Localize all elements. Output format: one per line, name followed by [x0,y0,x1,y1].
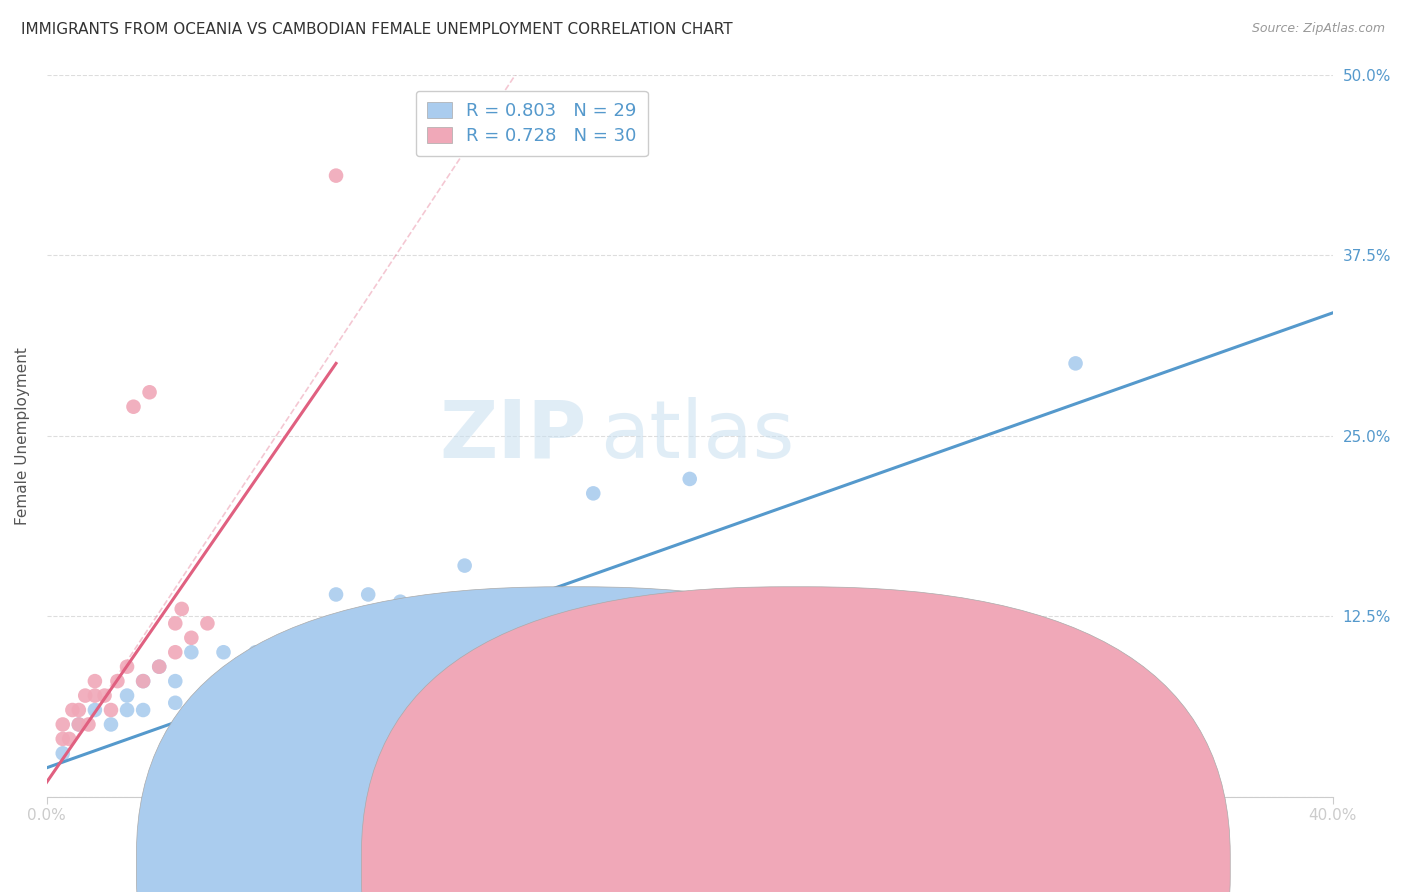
Point [77,717,100,731]
Point [292,731,315,746]
Point [277,659,299,673]
Point [107,674,129,689]
Point [83,674,105,689]
Legend: R = 0.803   N = 29, R = 0.728   N = 30: R = 0.803 N = 29, R = 0.728 N = 30 [416,91,648,156]
Point [165,696,187,710]
Point [245,747,267,761]
Text: Source: ZipAtlas.com: Source: ZipAtlas.com [1251,22,1385,36]
Point [582,486,605,500]
Point [148,659,170,673]
Y-axis label: Female Unemployment: Female Unemployment [15,347,30,524]
Point [357,587,380,601]
Point [1161,754,1184,768]
Point [132,674,155,689]
Text: Cambodians: Cambodians [815,863,911,877]
Text: atlas: atlas [600,397,794,475]
Point [52,747,75,761]
Point [212,747,235,761]
Point [122,400,145,414]
Point [422,645,444,659]
Point [325,169,347,183]
Point [83,703,105,717]
Point [277,731,299,746]
Point [228,731,250,746]
Point [197,696,219,710]
Point [67,717,90,731]
Point [212,645,235,659]
Point [100,717,122,731]
Point [180,645,202,659]
Point [517,595,540,609]
Point [228,659,250,673]
Point [148,659,170,673]
Text: ZIP: ZIP [440,397,586,475]
Point [1064,356,1087,370]
Point [75,689,97,703]
Point [165,674,187,689]
Point [115,659,138,673]
Point [52,717,75,731]
Point [67,703,90,717]
Point [260,674,283,689]
Point [260,731,283,746]
Point [180,631,202,645]
Point [292,631,315,645]
Point [170,602,193,616]
Point [52,731,75,746]
Point [165,645,187,659]
Point [165,616,187,631]
Point [100,703,122,717]
Point [60,703,83,717]
Point [93,689,115,703]
Point [138,385,160,400]
Point [58,731,80,746]
Point [132,674,155,689]
Point [679,472,702,486]
Point [115,689,138,703]
Text: IMMIGRANTS FROM OCEANIA VS CAMBODIAN FEMALE UNEMPLOYMENT CORRELATION CHART: IMMIGRANTS FROM OCEANIA VS CAMBODIAN FEM… [21,22,733,37]
Text: Immigrants from Oceania: Immigrants from Oceania [591,863,786,877]
Point [389,595,412,609]
Point [245,645,267,659]
Point [132,703,155,717]
Point [197,616,219,631]
Point [325,587,347,601]
Point [67,717,90,731]
Point [115,703,138,717]
Point [83,689,105,703]
Point [453,558,475,573]
